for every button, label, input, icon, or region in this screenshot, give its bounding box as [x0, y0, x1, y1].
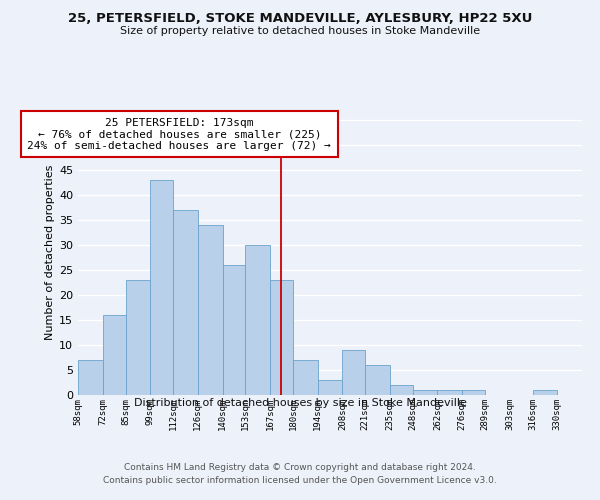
Bar	[390, 385, 413, 395]
Bar	[78, 360, 103, 395]
Bar	[437, 390, 462, 395]
Bar	[270, 280, 293, 395]
Text: Contains HM Land Registry data © Crown copyright and database right 2024.: Contains HM Land Registry data © Crown c…	[124, 462, 476, 471]
Bar	[173, 210, 198, 395]
Bar	[343, 350, 365, 395]
Bar	[293, 360, 317, 395]
Bar	[462, 390, 485, 395]
Text: 25 PETERSFIELD: 173sqm
← 76% of detached houses are smaller (225)
24% of semi-de: 25 PETERSFIELD: 173sqm ← 76% of detached…	[28, 118, 331, 150]
Y-axis label: Number of detached properties: Number of detached properties	[45, 165, 55, 340]
Bar	[365, 365, 390, 395]
Bar	[223, 265, 245, 395]
Text: 25, PETERSFIELD, STOKE MANDEVILLE, AYLESBURY, HP22 5XU: 25, PETERSFIELD, STOKE MANDEVILLE, AYLES…	[68, 12, 532, 26]
Bar	[533, 390, 557, 395]
Text: Size of property relative to detached houses in Stoke Mandeville: Size of property relative to detached ho…	[120, 26, 480, 36]
Bar	[317, 380, 343, 395]
Bar	[103, 315, 125, 395]
Bar	[125, 280, 150, 395]
Bar	[198, 225, 223, 395]
Bar	[150, 180, 173, 395]
Bar	[413, 390, 437, 395]
Text: Contains public sector information licensed under the Open Government Licence v3: Contains public sector information licen…	[103, 476, 497, 485]
Bar	[245, 245, 270, 395]
Text: Distribution of detached houses by size in Stoke Mandeville: Distribution of detached houses by size …	[134, 398, 466, 407]
